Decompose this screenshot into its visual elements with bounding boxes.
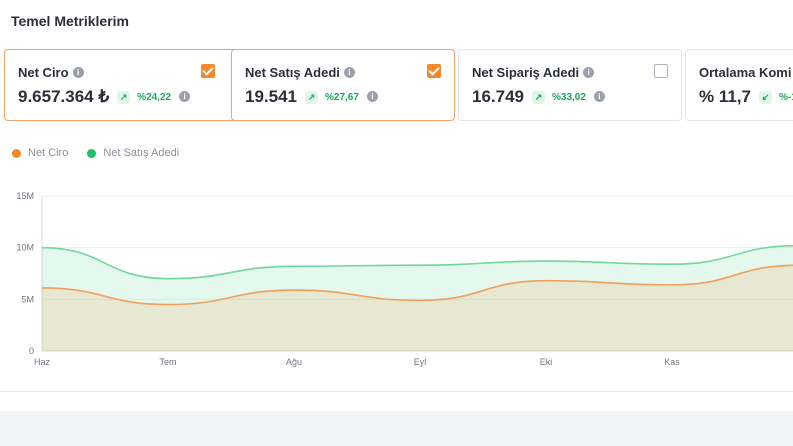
checkbox-checked-icon[interactable] [427,64,441,78]
section-title: Temel Metriklerim [11,13,130,29]
metric-value-row: 19.541 ↗ %27,67 i [245,87,378,107]
metric-card-net-satis-adedi[interactable]: Net Satış Adedi i 19.541 ↗ %27,67 i [231,49,455,121]
x-tick-label: Kas [664,357,680,367]
area-chart: 0 5M 10M 15M Haz Tem Ağu Eyl Eki Kas [16,191,793,367]
series-area-net-satis-adedi [42,245,793,351]
metric-value: 9.657.364 ₺ [18,87,110,106]
footer-band [0,411,793,446]
chart-legend: Net Ciro Net Satış Adedi [12,147,198,159]
metric-change: %27,67 [325,91,359,103]
x-tick-label: Ağu [286,357,302,367]
metrics-panel: Temel Metriklerim Net Ciro i 9.657.364 ₺ … [0,0,793,392]
metric-card-title-text: Net Sipariş Adedi [472,65,580,80]
metric-card-net-siparis-adedi[interactable]: Net Sipariş Adedi i 16.749 ↗ %33,02 i [458,49,682,121]
metric-change: %24,22 [137,91,172,103]
info-icon[interactable]: i [366,90,378,102]
metric-change: %-14 [779,91,793,103]
metric-value-row: % 11,7 ↙ %-14 [699,87,793,107]
legend-dot [87,148,97,158]
series-area-net-ciro [42,265,793,351]
series-line-net-ciro [41,264,793,306]
metric-value: % 11,7 [699,87,751,106]
series-line-net-satis-adedi [41,244,793,280]
metric-cards: Net Ciro i 9.657.364 ₺ ↗ %24,22 i Net Sat… [4,49,793,121]
metric-card-title: Net Ciro i [18,65,84,80]
x-tick-label: Eki [540,357,553,367]
info-icon[interactable]: i [179,90,191,102]
metric-card-title-text: Net Ciro [18,65,69,80]
arrow-up-right-icon: ↗ [532,90,545,104]
metric-value-row: 9.657.364 ₺ ↗ %24,22 i [18,87,191,107]
info-icon[interactable]: i [343,67,355,79]
arrow-up-right-icon: ↗ [305,90,318,104]
metric-card-title: Ortalama Komi [699,65,791,80]
metric-change: %33,02 [552,91,586,103]
metric-value: 16.749 [472,87,524,106]
arrow-down-left-icon: ↙ [759,90,772,104]
metric-card-net-ciro[interactable]: Net Ciro i 9.657.364 ₺ ↗ %24,22 i [4,49,255,121]
legend-item-net-satis-adedi[interactable]: Net Satış Adedi [87,147,179,159]
y-tick-label: 10M [16,243,34,253]
checkbox-checked-icon[interactable] [201,64,215,78]
legend-label: Net Ciro [28,147,69,159]
legend-item-net-ciro[interactable]: Net Ciro [12,147,68,159]
info-icon[interactable]: i [72,67,84,79]
info-icon[interactable]: i [593,90,605,102]
metric-card-title: Net Satış Adedi i [245,65,355,80]
legend-label: Net Satış Adedi [103,147,180,159]
y-tick-label: 5M [21,294,34,304]
metric-card-title-text: Net Satış Adedi [245,65,340,80]
metric-value-row: 16.749 ↗ %33,02 i [472,87,605,107]
arrow-up-right-icon: ↗ [117,90,131,104]
y-tick-label: 0 [29,346,34,356]
x-tick-label: Eyl [414,357,427,367]
metric-card-title-text: Ortalama Komi [699,65,792,80]
x-tick-label: Tem [159,357,176,367]
metric-card-ortalama-komisyon[interactable]: Ortalama Komi % 11,7 ↙ %-14 [685,49,793,121]
legend-dot [12,148,21,158]
checkbox-unchecked-icon[interactable] [654,64,668,78]
info-icon[interactable]: i [583,67,595,79]
y-tick-label: 15M [16,191,34,201]
metric-value: 19.541 [245,87,297,106]
metric-card-title: Net Sipariş Adedi i [472,65,595,80]
x-tick-label: Haz [34,357,51,367]
